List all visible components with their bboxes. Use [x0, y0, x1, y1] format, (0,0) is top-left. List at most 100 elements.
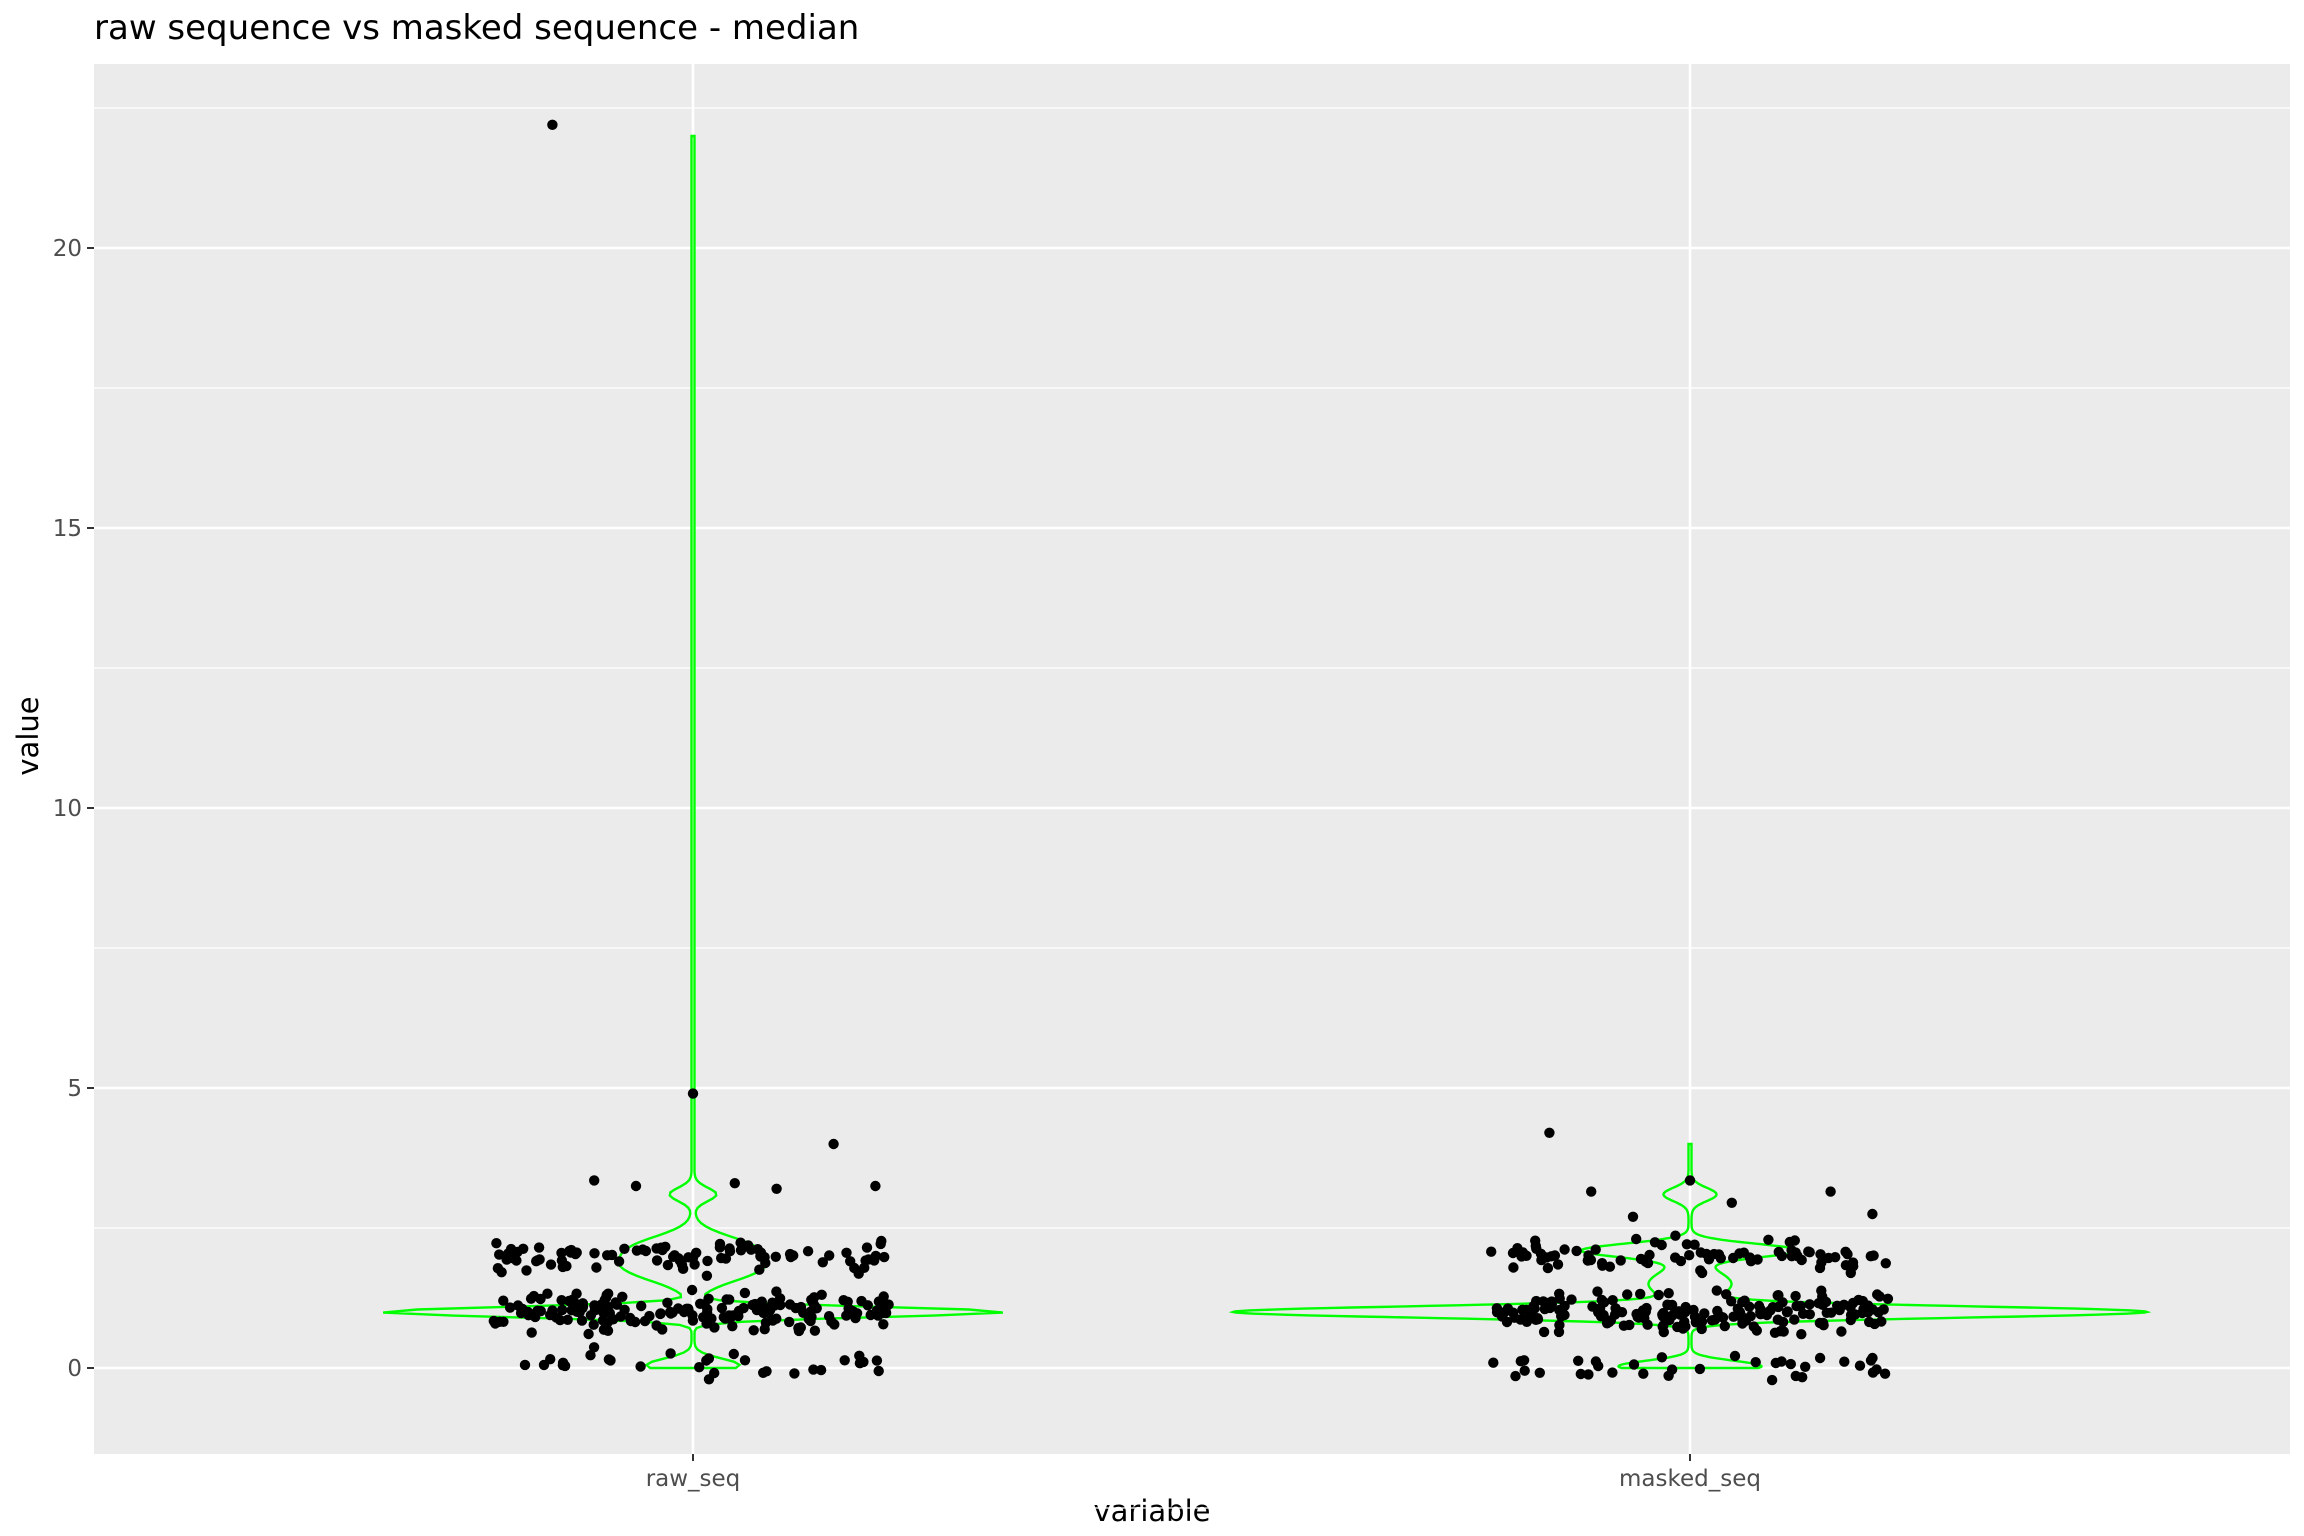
data-point	[512, 1246, 523, 1258]
data-point	[1531, 1243, 1542, 1255]
data-point	[860, 1255, 871, 1266]
data-point	[519, 1359, 531, 1371]
y-tick-label: 20	[53, 236, 82, 262]
data-point	[1814, 1317, 1826, 1329]
data-point	[1515, 1314, 1526, 1325]
data-point	[1782, 1306, 1793, 1317]
data-point	[1791, 1300, 1802, 1312]
data-point	[498, 1316, 509, 1328]
data-point	[743, 1240, 754, 1251]
data-point	[610, 1297, 621, 1308]
data-point	[1715, 1311, 1726, 1322]
data-point	[583, 1328, 594, 1340]
data-point	[754, 1264, 765, 1275]
data-point	[1778, 1326, 1789, 1337]
data-point	[716, 1302, 728, 1314]
data-point	[1517, 1304, 1528, 1316]
data-point	[847, 1308, 858, 1319]
data-point	[561, 1260, 572, 1272]
data-point	[651, 1243, 662, 1254]
data-point	[804, 1308, 815, 1320]
data-point	[1542, 1262, 1554, 1274]
data-point	[1590, 1244, 1601, 1255]
data-point	[724, 1243, 735, 1254]
data-point	[784, 1248, 796, 1260]
data-point	[726, 1311, 737, 1322]
data-point	[526, 1327, 537, 1338]
data-point	[597, 1315, 609, 1326]
y-tick-label: 10	[53, 796, 82, 822]
data-point	[1508, 1262, 1519, 1273]
outlier-point	[870, 1180, 881, 1192]
data-point	[728, 1348, 739, 1360]
data-point	[1840, 1246, 1851, 1258]
data-point	[598, 1307, 609, 1318]
data-point	[1663, 1288, 1674, 1299]
data-point	[1653, 1289, 1664, 1301]
data-point	[1559, 1309, 1570, 1321]
data-point	[683, 1252, 694, 1263]
data-point	[1789, 1314, 1800, 1325]
outlier-point	[1867, 1208, 1878, 1220]
data-point	[640, 1245, 652, 1257]
plot-panel	[94, 64, 2290, 1454]
data-point	[1681, 1239, 1693, 1250]
data-point	[569, 1297, 580, 1309]
data-point	[1729, 1350, 1741, 1362]
data-point	[498, 1295, 509, 1306]
data-point	[598, 1324, 610, 1335]
data-point	[686, 1284, 698, 1296]
data-point	[559, 1360, 571, 1372]
grid-lines	[94, 64, 2290, 1509]
data-point	[879, 1251, 890, 1263]
data-point	[1628, 1359, 1640, 1370]
data-point	[496, 1267, 507, 1278]
data-point	[1734, 1248, 1745, 1259]
data-point	[1804, 1247, 1815, 1258]
data-point	[1836, 1326, 1847, 1337]
data-point	[802, 1246, 814, 1257]
data-point	[613, 1256, 625, 1267]
data-point	[1525, 1309, 1537, 1321]
data-point	[1583, 1250, 1594, 1261]
data-point	[1845, 1267, 1857, 1279]
data-point	[1615, 1255, 1626, 1266]
data-point	[1575, 1368, 1587, 1380]
data-point	[775, 1299, 786, 1311]
outlier-point	[547, 119, 558, 130]
data-point	[635, 1361, 646, 1372]
data-point	[1796, 1329, 1807, 1340]
data-point	[624, 1312, 636, 1324]
data-point	[673, 1303, 684, 1314]
data-point	[1839, 1356, 1850, 1367]
data-point	[1663, 1370, 1674, 1382]
data-point	[651, 1255, 663, 1266]
data-point	[1696, 1267, 1708, 1279]
data-point	[1583, 1369, 1594, 1380]
data-point	[1816, 1285, 1827, 1296]
data-point	[1751, 1325, 1763, 1336]
outlier-point	[1726, 1197, 1738, 1209]
data-point	[1766, 1374, 1778, 1386]
data-point	[1657, 1321, 1668, 1333]
data-point	[557, 1304, 568, 1316]
data-point	[1785, 1358, 1797, 1370]
data-point	[528, 1290, 540, 1302]
data-point	[1814, 1352, 1826, 1364]
outlier-point	[1586, 1186, 1597, 1197]
data-point	[1596, 1294, 1608, 1306]
data-point	[655, 1308, 666, 1320]
data-point	[1815, 1249, 1826, 1260]
data-point	[806, 1294, 817, 1306]
data-point	[545, 1259, 557, 1270]
data-point	[1531, 1295, 1542, 1307]
data-point	[1592, 1286, 1603, 1297]
data-point	[849, 1262, 860, 1274]
data-point	[1864, 1316, 1875, 1328]
data-point	[644, 1310, 655, 1322]
data-point	[504, 1302, 516, 1313]
data-point	[619, 1304, 630, 1316]
data-point	[841, 1247, 852, 1259]
data-point	[1874, 1291, 1885, 1302]
data-point	[542, 1288, 553, 1299]
